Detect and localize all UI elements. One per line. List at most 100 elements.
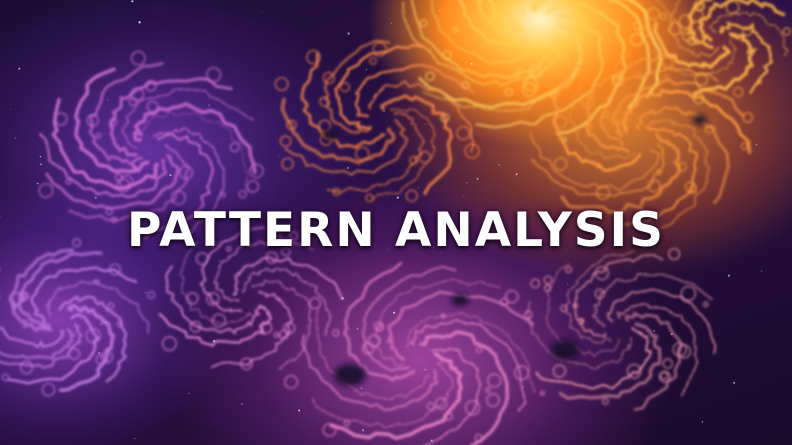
- fractal-curl: [107, 302, 115, 310]
- star: [625, 60, 627, 62]
- fractal-tendril: [534, 327, 653, 390]
- star: [755, 143, 758, 146]
- fractal-curl: [265, 251, 278, 264]
- fractal-tendril: [574, 253, 664, 338]
- fractal-curl: [646, 7, 660, 21]
- fractal-tendril: [50, 97, 159, 191]
- fractal-tendril: [530, 143, 665, 197]
- fractal-tendril: [58, 294, 128, 383]
- star: [14, 137, 17, 139]
- fractal-curl: [595, 162, 602, 169]
- star: [579, 218, 581, 220]
- fractal-curl: [530, 278, 541, 289]
- fractal-curl: [206, 292, 220, 306]
- fractal-curl: [732, 86, 744, 98]
- fractal-curl: [409, 155, 418, 165]
- fractal-curl: [8, 291, 24, 307]
- fractal-curl: [109, 117, 118, 127]
- fractal-curl: [681, 28, 696, 42]
- star: [393, 311, 396, 314]
- star: [94, 196, 97, 199]
- fractal-tendril: [695, 0, 786, 44]
- fractal-tendril: [613, 127, 699, 227]
- fractal-curl: [170, 190, 186, 206]
- fractal-tendril: [300, 333, 439, 412]
- fractal-tendril: [565, 250, 636, 344]
- fractal-tendril: [213, 238, 314, 302]
- fractal-tendril: [73, 67, 150, 174]
- star: [10, 108, 12, 110]
- fractal-curl: [639, 27, 650, 38]
- fractal-curl: [93, 278, 100, 285]
- fractal-curl: [249, 163, 264, 179]
- fractal-curl: [332, 329, 340, 337]
- fractal-curl: [668, 247, 681, 261]
- star: [424, 368, 427, 371]
- star: [390, 22, 392, 24]
- fractal-curl: [595, 185, 611, 201]
- fractal-curl: [206, 67, 222, 83]
- fractal-curl: [614, 61, 626, 73]
- fractal-curl: [186, 292, 199, 305]
- star: [133, 16, 134, 17]
- fractal-curl: [594, 288, 606, 300]
- fractal-tendril: [422, 21, 585, 112]
- fractal-curl: [678, 14, 693, 29]
- fractal-curl: [434, 397, 448, 410]
- fractal-curl: [95, 354, 106, 365]
- fractal-void: [451, 294, 469, 306]
- fractal-curl: [554, 157, 568, 171]
- star: [147, 134, 148, 136]
- fractal-tendril: [10, 248, 74, 333]
- fractal-tendril: [624, 311, 683, 412]
- fractal-tendril: [300, 52, 387, 150]
- fractal-tendril: [411, 0, 556, 79]
- fractal-tendril: [210, 290, 294, 369]
- fractal-tendril: [43, 280, 150, 334]
- fractal-curl: [278, 329, 289, 340]
- star: [0, 216, 1, 218]
- fractal-curl: [225, 245, 232, 252]
- fractal-tendril: [545, 0, 628, 135]
- fractal-curl: [116, 178, 131, 193]
- fractal-tendril: [241, 267, 332, 336]
- fractal-curl: [656, 169, 662, 175]
- fractal-tendril: [199, 226, 267, 313]
- fractal-curl: [689, 8, 704, 23]
- fractal-tendril: [121, 88, 256, 149]
- fractal-curl: [128, 97, 138, 107]
- fractal-curl: [425, 71, 435, 82]
- fractal-tendril: [323, 39, 391, 134]
- fractal-curl: [702, 301, 709, 308]
- fractal-curl: [144, 80, 157, 92]
- fractal-curl: [693, 92, 705, 105]
- star: [761, 270, 763, 272]
- star: [519, 33, 522, 35]
- fractal-tendril: [405, 311, 536, 395]
- fractal-curl: [553, 115, 567, 129]
- fractal-tendril: [417, 23, 583, 110]
- star: [733, 381, 736, 384]
- star: [360, 245, 363, 248]
- fractal-curl: [86, 114, 99, 127]
- star: [99, 323, 102, 326]
- fractal-tendril: [153, 126, 225, 233]
- fractal-curl: [626, 363, 642, 379]
- fractal-curl: [343, 419, 351, 427]
- fractal-curl: [622, 50, 631, 58]
- star: [635, 183, 637, 184]
- fractal-curl: [528, 64, 543, 79]
- fractal-curl: [17, 291, 28, 302]
- star: [188, 392, 190, 395]
- fractal-curl: [339, 82, 351, 93]
- fractal-curl: [543, 284, 552, 293]
- fractal-curl: [740, 142, 749, 150]
- fractal-tendril: [407, 318, 527, 412]
- fractal-curl: [704, 124, 714, 134]
- fractal-tendril: [430, 0, 544, 65]
- fractal-curl: [581, 95, 595, 109]
- fractal-curl: [146, 100, 159, 113]
- star: [106, 98, 109, 101]
- star: [18, 67, 21, 70]
- fractal-curl: [289, 231, 299, 241]
